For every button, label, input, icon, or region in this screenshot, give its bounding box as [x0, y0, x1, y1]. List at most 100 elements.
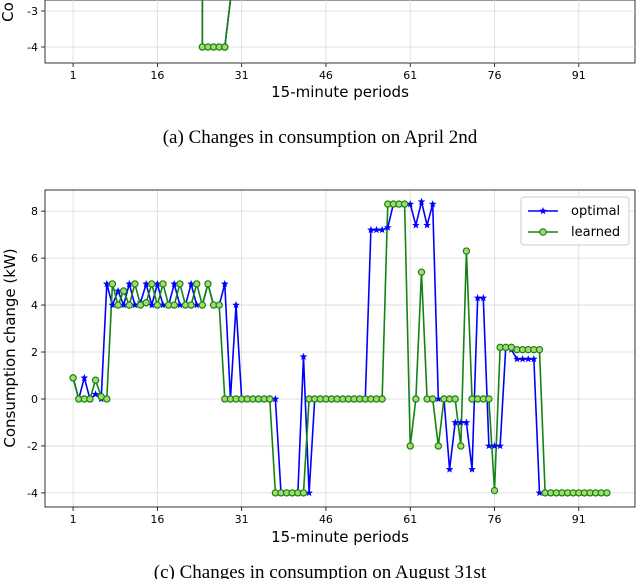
- point-optimal: [428, 200, 437, 208]
- bottom-x-tick-label: 91: [572, 513, 586, 526]
- point-learned: [187, 301, 195, 309]
- legend-box: [520, 196, 630, 246]
- point-optimal: [271, 394, 280, 403]
- bottom-x-tick-label: 31: [235, 513, 249, 526]
- top-series-line: [201, 0, 232, 48]
- point-learned: [170, 301, 178, 309]
- top-point: [221, 43, 229, 51]
- point-optimal: [535, 488, 544, 497]
- top-chart-panel: 1 16 31 46 61 76 91 -3 -4 15-minute periods Co: [0, 0, 636, 101]
- point-learned: [490, 486, 499, 495]
- top-x-axis-label: 15-minute periods: [271, 83, 409, 101]
- point-optimal: [406, 200, 415, 208]
- top-y-tick-label: -3: [27, 5, 38, 18]
- point-learned: [400, 200, 409, 208]
- point-optimal: [103, 279, 111, 288]
- top-x-tick-label: 16: [150, 69, 164, 82]
- point-optimal: [490, 441, 499, 450]
- point-optimal: [170, 279, 179, 288]
- point-learned: [412, 395, 420, 403]
- point-optimal: [530, 355, 538, 363]
- point-learned: [603, 489, 611, 497]
- top-x-tick-label: 61: [403, 69, 417, 82]
- point-learned: [86, 395, 94, 403]
- point-optimal: [192, 301, 201, 309]
- caption-top: (a) Changes in consumption on April 2nd: [163, 127, 478, 148]
- point-optimal: [417, 197, 426, 205]
- point-optimal: [367, 225, 375, 234]
- point-optimal: [125, 279, 134, 288]
- point-optimal: [153, 279, 162, 288]
- point-optimal: [91, 390, 100, 398]
- point-optimal: [119, 301, 128, 309]
- point-learned: [114, 301, 122, 309]
- bottom-y-tick-label: 2: [31, 346, 38, 359]
- point-optimal: [305, 488, 313, 497]
- point-optimal: [485, 441, 493, 450]
- point-learned: [142, 299, 150, 307]
- point-optimal: [457, 418, 465, 426]
- point-learned: [131, 280, 139, 288]
- legend-label-optimal: optimal: [571, 204, 620, 219]
- point-optimal: [372, 225, 381, 234]
- point-learned: [204, 280, 212, 288]
- point-learned: [451, 395, 459, 403]
- point-learned: [215, 301, 223, 309]
- point-optimal: [80, 373, 89, 382]
- point-optimal: [221, 279, 229, 288]
- point-learned: [153, 301, 162, 309]
- point-learned: [299, 489, 308, 497]
- point-optimal: [462, 418, 471, 426]
- bottom-y-tick-label: 8: [31, 205, 38, 218]
- point-optimal: [232, 301, 240, 309]
- point-optimal: [412, 221, 420, 229]
- legend-marker-learned: [539, 228, 547, 236]
- top-x-tick-label: 1: [70, 69, 77, 82]
- point-optimal: [434, 394, 443, 403]
- point-optimal: [114, 286, 122, 295]
- caption-bottom: (c) Changes in consumption on August 31s…: [154, 562, 487, 579]
- point-optimal: [383, 223, 392, 231]
- point-learned: [485, 395, 493, 403]
- point-optimal: [513, 355, 521, 363]
- point-learned: [125, 301, 133, 309]
- point-optimal: [131, 301, 139, 309]
- bottom-y-axis-label: Consumption change (kW): [1, 248, 19, 447]
- point-learned: [457, 442, 465, 450]
- top-x-tick-label: 76: [488, 69, 502, 82]
- bottom-y-tick-label: -4: [27, 487, 38, 500]
- top-y-tick-label: -4: [27, 41, 38, 54]
- bottom-x-tick-label: 16: [150, 513, 164, 526]
- point-optimal: [142, 279, 150, 288]
- legend-marker-optimal: [539, 207, 547, 215]
- legend: optimal learned: [520, 196, 630, 246]
- point-learned: [535, 345, 544, 354]
- point-learned: [198, 301, 207, 309]
- legend-label-learned: learned: [571, 225, 620, 240]
- bottom-y-tick-label: -2: [27, 440, 38, 453]
- point-optimal: [445, 465, 454, 473]
- point-optimal: [468, 465, 476, 473]
- bottom-x-axis-label: 15-minute periods: [271, 528, 409, 546]
- point-optimal: [496, 441, 504, 450]
- point-learned: [159, 280, 167, 288]
- bottom-x-tick-label: 1: [70, 513, 77, 526]
- top-x-tick-label: 46: [319, 69, 333, 82]
- bottom-y-tick-label: 4: [31, 299, 38, 312]
- point-optimal: [524, 355, 533, 363]
- point-learned: [378, 395, 386, 403]
- point-learned: [91, 376, 100, 384]
- top-plot-frame: [44, 0, 636, 64]
- point-optimal: [479, 294, 488, 302]
- point-optimal: [518, 355, 527, 363]
- point-learned: [103, 395, 111, 403]
- point-optimal: [176, 301, 184, 309]
- point-learned: [417, 268, 426, 276]
- point-learned: [148, 280, 156, 288]
- point-learned: [193, 280, 201, 288]
- bottom-plot-frame: [44, 189, 636, 508]
- point-learned: [462, 247, 471, 255]
- point-learned: [108, 280, 117, 288]
- point-learned: [429, 395, 437, 403]
